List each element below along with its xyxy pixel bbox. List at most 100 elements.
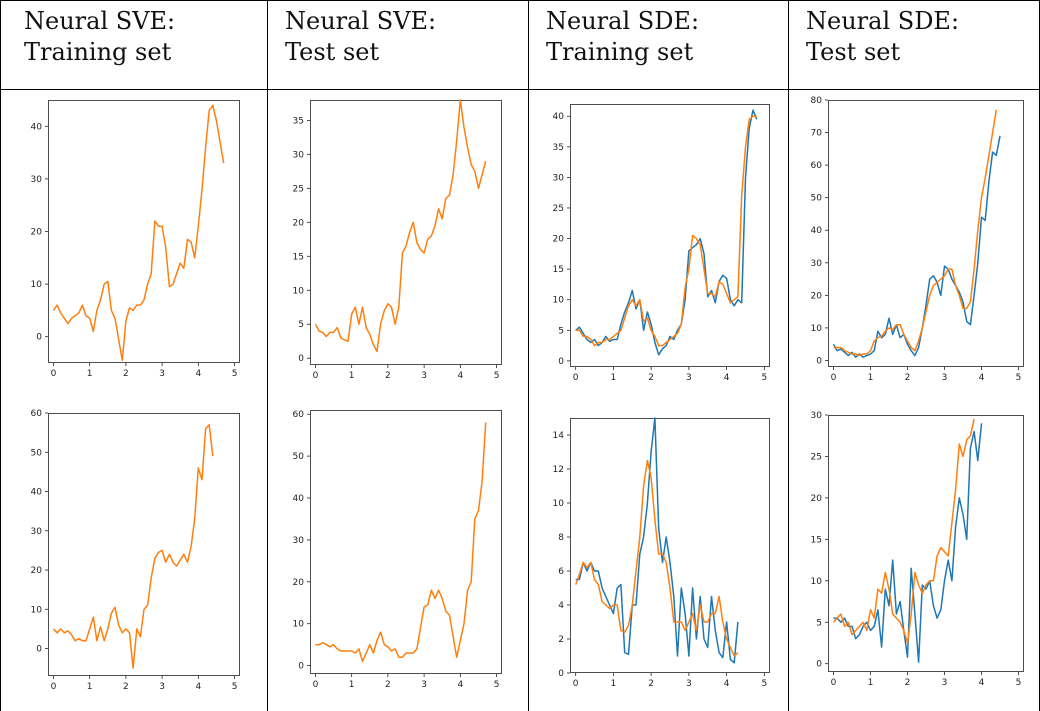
y-tick-label: 15 [293, 252, 304, 262]
x-tick-label: 3 [421, 680, 427, 690]
chart-sve-train-1: 0 1 2 3 4 5 0 10 20 30 40 [31, 100, 240, 379]
table-header-divider [0, 89, 1040, 90]
y-tick-label: 0 [816, 660, 822, 670]
y-tick-label: 20 [811, 494, 823, 504]
y-tick-label: 30 [811, 411, 823, 421]
y-tick-label: 6 [558, 567, 564, 577]
axes-frame [570, 418, 770, 673]
x-tick-label: 3 [686, 679, 692, 689]
series-line-orange [574, 459, 739, 657]
y-tick-label: 80 [811, 96, 823, 106]
chart-sve-test-1: 0 1 2 3 4 5 0 5 10 15 20 25 30 35 [293, 99, 502, 381]
x-tick-label: 5 [1016, 373, 1022, 383]
y-tick-label: 10 [31, 605, 43, 615]
chart-svg: 0 1 2 3 4 5 0 5 10 15 20 25 30 35 40 [553, 104, 770, 383]
series-line-orange [52, 104, 225, 362]
table-border-top [0, 0, 1040, 1]
x-tick-label: 1 [349, 680, 355, 690]
y-tick-label: 60 [293, 410, 305, 420]
chart-svg: 0 1 2 3 4 5 0 5 10 15 20 25 30 35 [293, 99, 502, 381]
x-tick-label: 4 [979, 373, 985, 383]
y-tick-label: 0 [816, 356, 822, 366]
y-tick-label: 35 [553, 143, 564, 153]
series-line-blue [575, 417, 739, 664]
x-tick-label: 4 [457, 371, 463, 381]
x-tick-label: 3 [942, 678, 948, 688]
header-line2: Test set [285, 38, 380, 66]
series-line-orange [52, 424, 214, 669]
series-line-orange [314, 99, 487, 353]
x-tick-label: 2 [648, 373, 654, 383]
y-tick-label: 50 [811, 194, 823, 204]
x-tick-label: 0 [573, 679, 579, 689]
header-line2: Training set [546, 38, 694, 66]
y-tick-label: 14 [553, 431, 565, 441]
x-tick-label: 1 [87, 682, 93, 692]
y-tick-label: 5 [816, 618, 822, 628]
y-tick-label: 10 [811, 577, 823, 587]
x-tick-label: 2 [648, 679, 654, 689]
y-tick-label: 30 [293, 536, 305, 546]
x-tick-label: 4 [195, 369, 201, 379]
column-header-sde-test: Neural SDE: Test set [806, 6, 959, 68]
y-tick-label: 40 [293, 494, 305, 504]
table-column-divider-1 [267, 0, 268, 711]
x-tick-label: 2 [905, 373, 911, 383]
y-tick-label: 20 [293, 218, 305, 228]
y-tick-label: 5 [558, 326, 564, 336]
x-tick-label: 3 [159, 682, 165, 692]
table-column-divider-3 [788, 0, 789, 711]
axes-frame [570, 104, 770, 367]
table-column-divider-2 [528, 0, 529, 711]
x-tick-label: 5 [494, 371, 500, 381]
series-line-orange [315, 422, 487, 663]
chart-sde-test-2: 0 1 2 3 4 5 0 5 10 15 20 25 30 [811, 411, 1024, 688]
chart-sde-test-1: 0 1 2 3 4 5 0 10 20 30 40 50 60 70 80 [811, 96, 1024, 383]
chart-sde-train-1: 0 1 2 3 4 5 0 5 10 15 20 25 30 35 40 [553, 104, 770, 383]
y-tick-label: 60 [31, 409, 43, 419]
y-tick-label: 30 [811, 259, 823, 269]
y-tick-label: 10 [553, 499, 565, 509]
x-tick-label: 0 [573, 373, 579, 383]
y-tick-label: 0 [298, 662, 304, 672]
y-tick-label: 0 [36, 645, 42, 655]
y-tick-label: 70 [811, 129, 823, 139]
x-tick-label: 1 [87, 369, 93, 379]
series-line-blue [832, 135, 1001, 358]
y-tick-label: 15 [553, 265, 564, 275]
axes-frame [828, 415, 1024, 672]
x-tick-label: 0 [313, 680, 319, 690]
y-tick-label: 25 [553, 204, 564, 214]
chart-sve-test-2: 0 1 2 3 4 5 0 10 20 30 40 50 60 [293, 410, 502, 690]
x-tick-label: 4 [979, 678, 985, 688]
y-tick-label: 50 [293, 452, 305, 462]
x-tick-label: 5 [761, 679, 767, 689]
series-line-blue [575, 109, 758, 356]
y-tick-label: 0 [558, 357, 564, 367]
y-tick-label: 50 [31, 448, 43, 458]
x-tick-label: 0 [51, 369, 57, 379]
x-tick-label: 0 [313, 371, 319, 381]
header-line1: Neural SVE: [285, 7, 437, 35]
column-header-sde-train: Neural SDE: Training set [546, 6, 699, 68]
chart-sde-train-2: 0 1 2 3 4 5 0 2 4 6 8 10 12 14 [553, 417, 770, 689]
header-line1: Neural SVE: [24, 7, 176, 35]
x-tick-label: 1 [868, 373, 874, 383]
x-tick-label: 4 [457, 680, 463, 690]
x-tick-label: 1 [349, 371, 355, 381]
y-tick-label: 20 [31, 566, 43, 576]
axes-frame [828, 100, 1024, 367]
header-line2: Test set [806, 38, 901, 66]
x-tick-label: 5 [232, 369, 238, 379]
x-tick-label: 5 [761, 373, 767, 383]
y-tick-label: 30 [31, 175, 43, 185]
y-tick-label: 12 [553, 465, 564, 475]
column-header-sve-train: Neural SVE: Training set [24, 6, 175, 68]
series-line-orange [832, 418, 975, 644]
x-tick-label: 5 [1016, 678, 1022, 688]
y-tick-label: 20 [31, 228, 43, 238]
y-tick-label: 20 [553, 235, 565, 245]
y-tick-label: 5 [298, 320, 304, 330]
